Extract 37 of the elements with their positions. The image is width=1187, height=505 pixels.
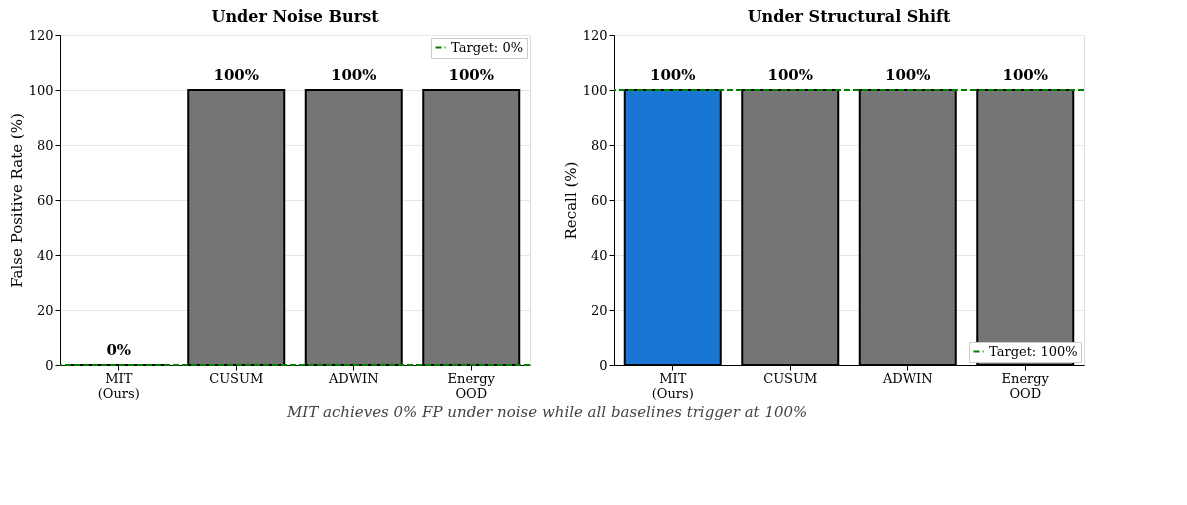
data-label: 100% <box>448 66 495 84</box>
y-tick-label: 20 <box>36 302 54 318</box>
x-tick-label: MIT (Ours) <box>97 370 140 401</box>
y-tick-label: 120 <box>28 27 54 43</box>
x-tick-label: ADWIN <box>327 370 379 386</box>
data-label: 100% <box>213 66 260 84</box>
y-tick-label: 60 <box>590 192 608 208</box>
legend-label: Target: 100% <box>989 343 1078 359</box>
y-tick-label: 0 <box>599 357 608 373</box>
x-tick-label: MIT (Ours) <box>651 370 694 401</box>
y-tick-label: 0 <box>45 357 54 373</box>
data-label: 100% <box>649 66 696 84</box>
chart-title: Under Noise Burst <box>211 7 380 26</box>
y-axis-title: Recall (%) <box>561 161 580 240</box>
data-label: 100% <box>330 66 377 84</box>
y-tick-label: 20 <box>590 302 608 318</box>
y-tick-label: 100 <box>582 82 608 98</box>
text: MIT achieves 0% FP under noise while all baselines trigger at 100% <box>285 402 808 421</box>
data-label: 0% <box>106 341 132 359</box>
legend-label: Target: 0% <box>451 39 524 55</box>
y-tick-label: 100 <box>28 82 54 98</box>
data-label: 100% <box>767 66 814 84</box>
y-tick-label: 40 <box>36 247 54 263</box>
y-axis-title: False Positive Rate (%) <box>7 113 26 288</box>
y-tick-label: 40 <box>590 247 608 263</box>
x-tick-label: Energy OOD <box>1001 370 1050 401</box>
x-tick-label: ADWIN <box>881 370 933 386</box>
x-tick-label: Energy OOD <box>447 370 496 401</box>
y-tick-label: 60 <box>36 192 54 208</box>
data-label: 100% <box>1002 66 1049 84</box>
y-tick-label: 120 <box>582 27 608 43</box>
y-tick-label: 80 <box>36 137 54 153</box>
x-tick-label: CUSUM <box>763 370 818 386</box>
x-tick-label: CUSUM <box>209 370 264 386</box>
data-label: 100% <box>884 66 931 84</box>
y-tick-label: 80 <box>590 137 608 153</box>
chart-title: Under Structural Shift <box>747 7 951 26</box>
